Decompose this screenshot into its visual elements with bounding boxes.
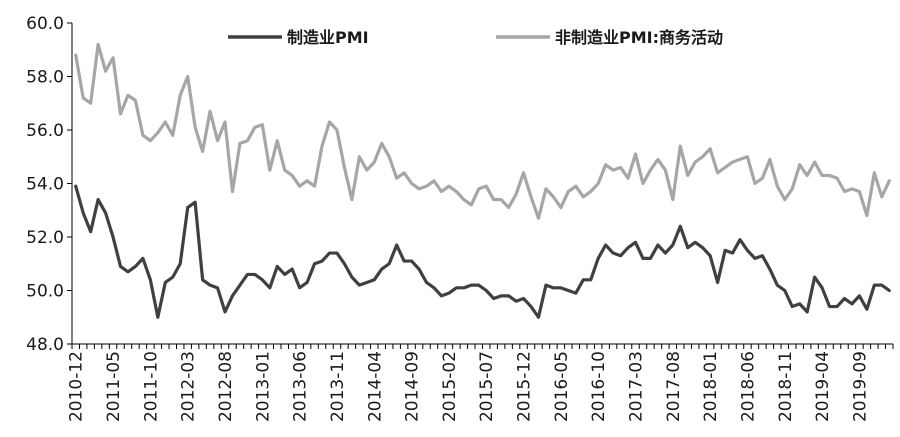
x-tick-label: 2015-07 [477, 351, 497, 422]
x-tick-label: 2015-12 [515, 351, 535, 422]
y-tick-label: 56.0 [26, 121, 64, 141]
y-tick-label: 54.0 [26, 175, 64, 195]
series-layer [74, 42, 891, 319]
x-tick-label: 2014-09 [403, 351, 423, 422]
x-tick-label: 2010-12 [67, 351, 87, 422]
y-axis: 48.0 50.0 52.0 54.0 56.0 58.0 60.0 [26, 14, 73, 355]
x-tick-label: 2018-11 [776, 351, 796, 422]
y-tick-label: 48.0 [26, 335, 64, 355]
series-line-manufacturing [74, 184, 891, 319]
x-tick-label: 2017-03 [627, 351, 647, 422]
legend-label-manufacturing: 制造业PMI [287, 28, 369, 47]
x-tick-label: 2012-03 [179, 351, 199, 422]
x-tick-label: 2016-05 [552, 351, 572, 422]
x-tick-label: 2015-02 [440, 351, 460, 422]
x-tick-label: 2011-10 [141, 351, 161, 422]
y-tick-label: 52.0 [26, 228, 64, 248]
x-tick-label: 2011-05 [104, 351, 124, 422]
x-tick-label: 2019-09 [850, 351, 870, 422]
y-tick-label: 60.0 [26, 14, 64, 34]
y-tick-label: 58.0 [26, 68, 64, 88]
x-tick-label: 2019-04 [813, 351, 833, 422]
x-tick-label: 2013-01 [253, 351, 273, 422]
legend-label-non-manufacturing: 非制造业PMI:商务活动 [555, 28, 723, 47]
series-line-non-manufacturing [74, 42, 891, 220]
x-tick-label: 2014-04 [365, 351, 385, 422]
y-tick-label: 50.0 [26, 282, 64, 302]
x-tick-label: 2016-10 [589, 351, 609, 422]
x-tick-label: 2017-08 [664, 351, 684, 422]
x-tick-label: 2013-06 [291, 351, 311, 422]
legend: 制造业PMI 非制造业PMI:商务活动 [228, 28, 723, 47]
x-tick-label: 2018-01 [701, 351, 721, 422]
x-tick-label: 2013-11 [328, 351, 348, 422]
x-axis: 2010-12 2011-05 2011-10 2012-03 2012-08 2013-… [67, 343, 894, 422]
x-tick-label: 2018-06 [738, 351, 758, 422]
x-tick-label: 2012-08 [216, 351, 236, 422]
